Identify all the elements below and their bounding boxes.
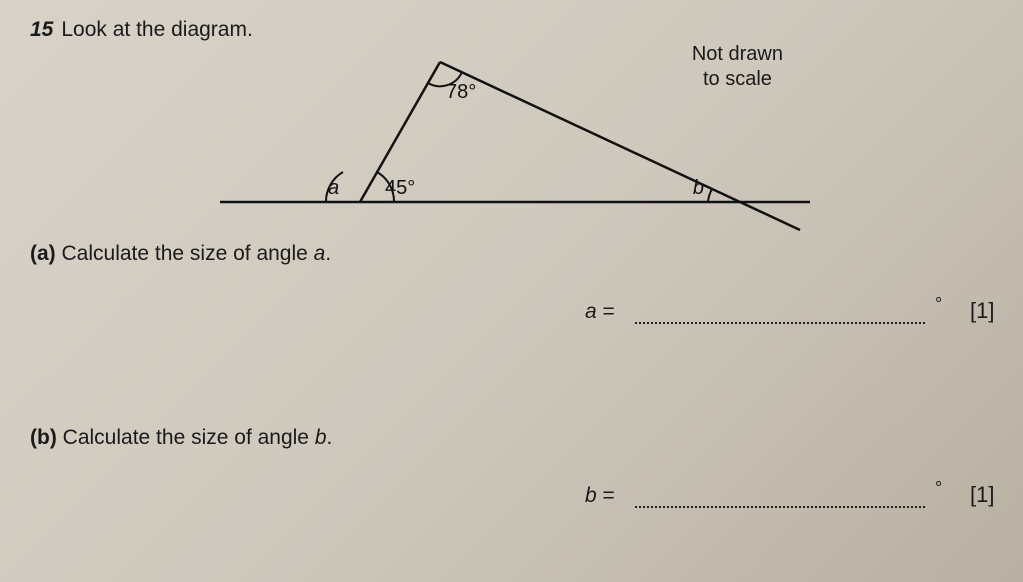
diagram-area: Not drawn to scale 78° 45° a b — [30, 42, 993, 232]
right-extension — [740, 202, 800, 230]
answer-row-a: a = ° [1] — [30, 296, 993, 356]
part-a-var: a — [314, 242, 326, 265]
answer-a-marks: [1] — [970, 298, 994, 324]
left-inner-angle-label: 45° — [385, 177, 415, 199]
question-number: 15 — [30, 18, 53, 42]
answer-a-line — [635, 322, 925, 324]
answer-b-marks: [1] — [970, 482, 994, 508]
answer-a-degree: ° — [935, 294, 942, 315]
left-outer-label: a — [328, 177, 339, 199]
part-b-label: (b) — [30, 426, 57, 449]
answer-b-var: b — [585, 484, 597, 507]
apex-angle-label: 78° — [446, 81, 476, 103]
answer-b-eq: b = — [585, 484, 615, 508]
answer-row-b: b = ° [1] — [30, 480, 993, 540]
question-header: 15 Look at the diagram. — [30, 18, 993, 42]
triangle-diagram: 78° 45° a b — [210, 42, 830, 232]
answer-b-equals: = — [597, 484, 615, 507]
answer-a-var: a — [585, 300, 597, 323]
answer-a-equals: = — [597, 300, 615, 323]
part-b-text-after: . — [327, 426, 333, 449]
part-b-text-before: Calculate the size of angle — [63, 426, 315, 449]
answer-a-eq: a = — [585, 300, 615, 324]
part-a-text-before: Calculate the size of angle — [62, 242, 314, 265]
right-angle-arc — [708, 189, 712, 202]
worksheet-page: 15 Look at the diagram. Not drawn to sca… — [0, 0, 1023, 582]
part-b-var: b — [315, 426, 327, 449]
answer-b-line — [635, 506, 925, 508]
part-a: (a) Calculate the size of angle a. — [30, 242, 993, 266]
part-b: (b) Calculate the size of angle b. — [30, 426, 993, 450]
answer-b-degree: ° — [935, 478, 942, 499]
part-a-text-after: . — [325, 242, 331, 265]
part-a-label: (a) — [30, 242, 56, 265]
right-angle-label: b — [693, 177, 704, 199]
question-prompt: Look at the diagram. — [61, 18, 252, 42]
